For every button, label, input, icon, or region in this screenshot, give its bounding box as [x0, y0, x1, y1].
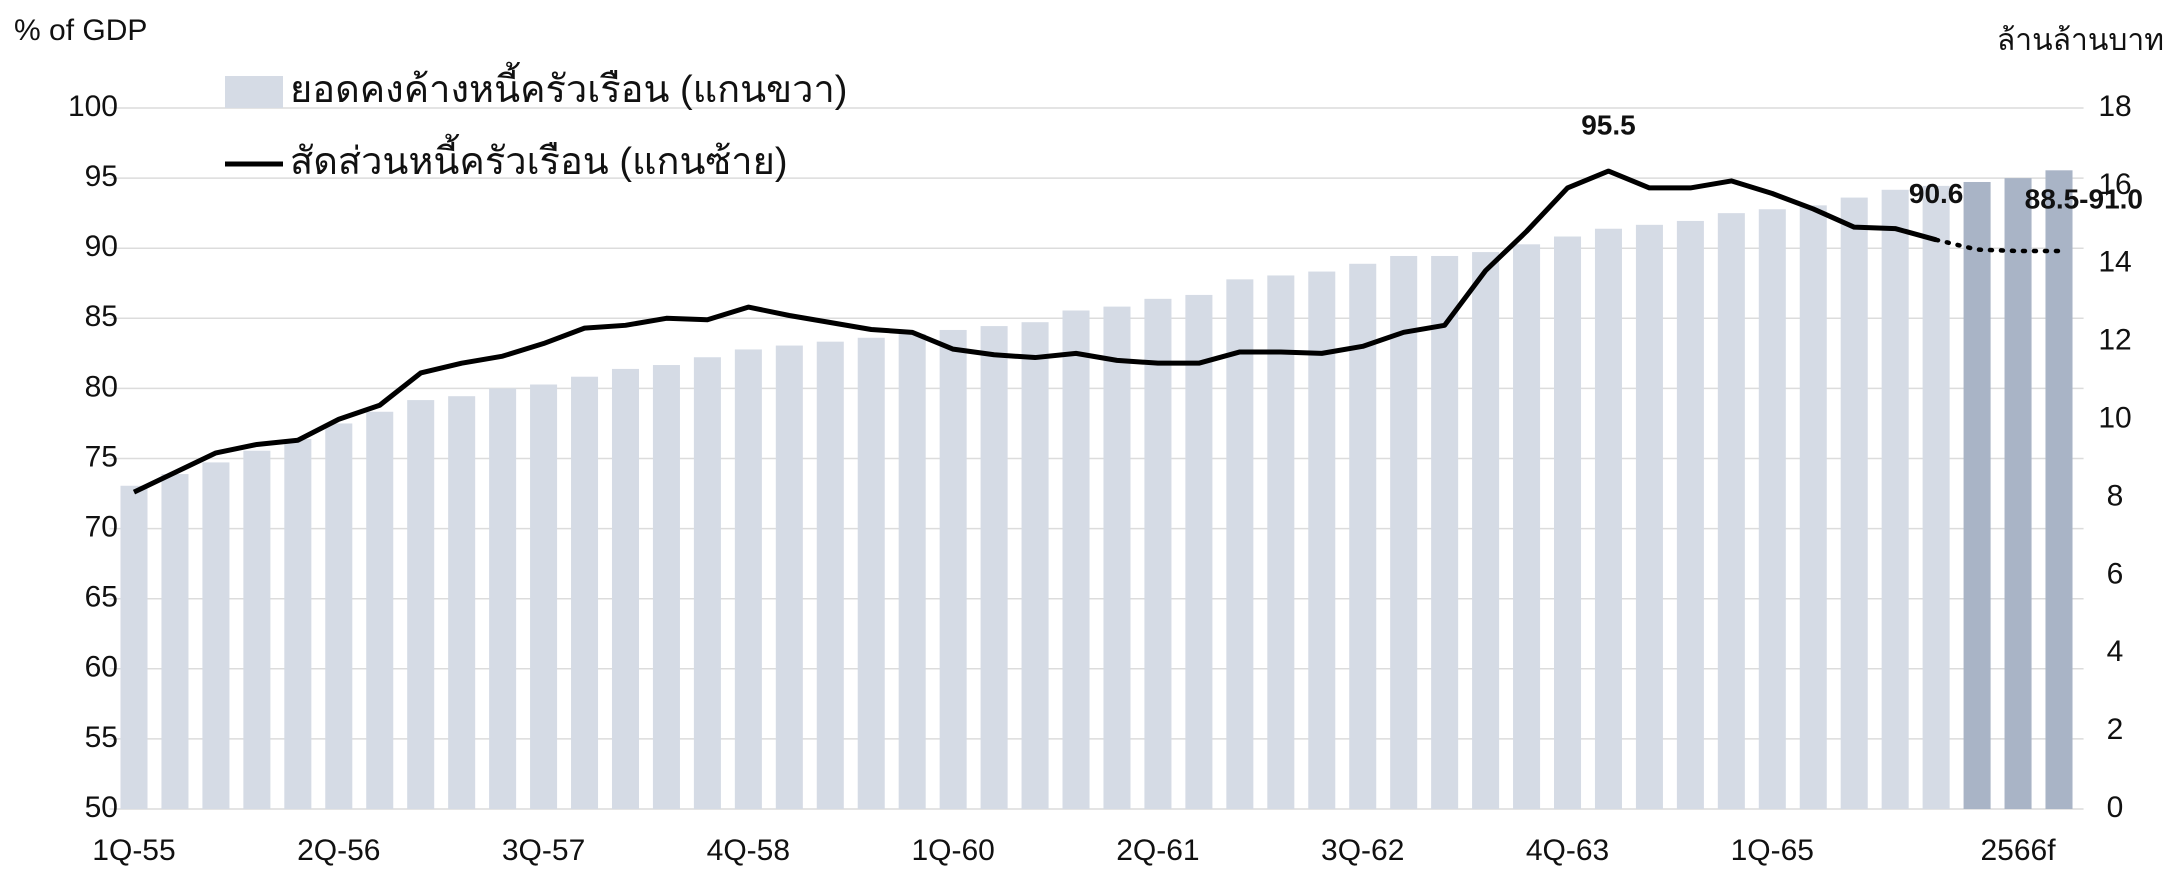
bar	[161, 474, 189, 809]
bar	[1676, 220, 1704, 809]
y2-tick-label: 12	[2098, 324, 2131, 357]
bar	[1431, 255, 1459, 809]
y-tick-label: 80	[85, 370, 118, 403]
bar	[489, 388, 517, 809]
bar	[407, 400, 435, 809]
bar	[366, 411, 394, 809]
bar	[1758, 209, 1786, 809]
bar	[120, 485, 148, 809]
y-tick-label: 70	[85, 511, 118, 544]
bar	[1922, 185, 1950, 809]
bar	[816, 341, 844, 809]
bar	[1267, 275, 1295, 809]
y2-tick-label: 14	[2098, 246, 2131, 279]
bar	[1472, 252, 1500, 809]
bar	[1717, 213, 1745, 809]
x-tick-label: 3Q-57	[502, 834, 585, 867]
x-tick-label: 2Q-61	[1116, 834, 1199, 867]
bar	[1594, 228, 1622, 809]
legend-swatch	[225, 76, 283, 108]
bar	[1021, 322, 1049, 809]
value-label: 88.5-91.0	[2025, 183, 2143, 214]
bar	[1553, 236, 1582, 809]
bar	[202, 462, 230, 809]
bar	[898, 333, 926, 809]
value-label: 95.5	[1581, 109, 1636, 140]
x-tick-label: 1Q-55	[92, 834, 175, 867]
y-tick-label: 95	[85, 160, 118, 193]
forecast-line	[1933, 237, 2062, 254]
bar	[1062, 310, 1090, 809]
y2-tick-label: 0	[2107, 791, 2124, 824]
bar	[1513, 244, 1541, 810]
y2-tick-label: 2	[2107, 713, 2124, 746]
x-tick-label: 4Q-58	[707, 834, 790, 867]
bar	[734, 349, 762, 809]
y2-axis-title: ล้านล้านบาท	[1997, 24, 2164, 57]
bar	[1185, 294, 1213, 809]
bar	[1103, 306, 1131, 809]
bar	[284, 439, 312, 809]
y-tick-label: 65	[85, 581, 118, 614]
bar	[1226, 279, 1254, 809]
y2-tick-label: 16	[2098, 168, 2131, 201]
bar	[1881, 189, 1909, 810]
y2-tick-label: 6	[2107, 557, 2124, 590]
bar	[1635, 224, 1663, 810]
value-label: 90.6	[1909, 178, 1964, 209]
y-tick-label: 75	[85, 440, 118, 473]
y-axis-title: % of GDP	[14, 14, 147, 47]
y2-tick-label: 8	[2107, 479, 2124, 512]
bar	[1799, 205, 1827, 810]
bar	[1349, 263, 1377, 809]
x-tick-label: 4Q-63	[1526, 834, 1609, 867]
legend-label: สัดส่วนหนี้ครัวเรือน (แกนซ้าย)	[290, 133, 788, 183]
bar	[2045, 170, 2073, 810]
bar	[857, 337, 885, 809]
bar	[693, 357, 721, 809]
bar	[1963, 181, 1991, 809]
bar	[571, 376, 599, 809]
bar	[325, 423, 353, 809]
bar	[1390, 255, 1418, 809]
y2-tick-label: 10	[2098, 401, 2131, 434]
bar	[448, 396, 476, 809]
y-tick-label: 60	[85, 651, 118, 684]
legend-label: ยอดคงค้างหนี้ครัวเรือน (แกนขวา)	[290, 61, 847, 111]
bar	[1144, 298, 1172, 809]
bar	[2004, 178, 2032, 810]
bar	[243, 450, 271, 809]
bar	[775, 345, 803, 809]
y-tick-label: 55	[85, 721, 118, 754]
y2-tick-label: 18	[2098, 90, 2131, 123]
bar	[980, 326, 1008, 809]
y2-tick-label: 4	[2107, 635, 2124, 668]
bar	[1840, 197, 1868, 810]
bar	[1308, 271, 1336, 810]
bar	[652, 365, 680, 809]
x-tick-label: 2566f	[1981, 834, 2057, 867]
bar	[530, 384, 558, 809]
x-tick-label: 2Q-56	[297, 834, 380, 867]
y-tick-label: 50	[85, 791, 118, 824]
x-tick-label: 1Q-60	[911, 834, 994, 867]
y-tick-label: 85	[85, 300, 118, 333]
bar	[611, 368, 640, 809]
x-tick-label: 3Q-62	[1321, 834, 1404, 867]
line	[132, 168, 1937, 495]
x-tick-label: 1Q-65	[1731, 834, 1814, 867]
y-tick-label: 100	[68, 90, 118, 123]
y-tick-label: 90	[85, 230, 118, 263]
bar	[939, 329, 967, 809]
